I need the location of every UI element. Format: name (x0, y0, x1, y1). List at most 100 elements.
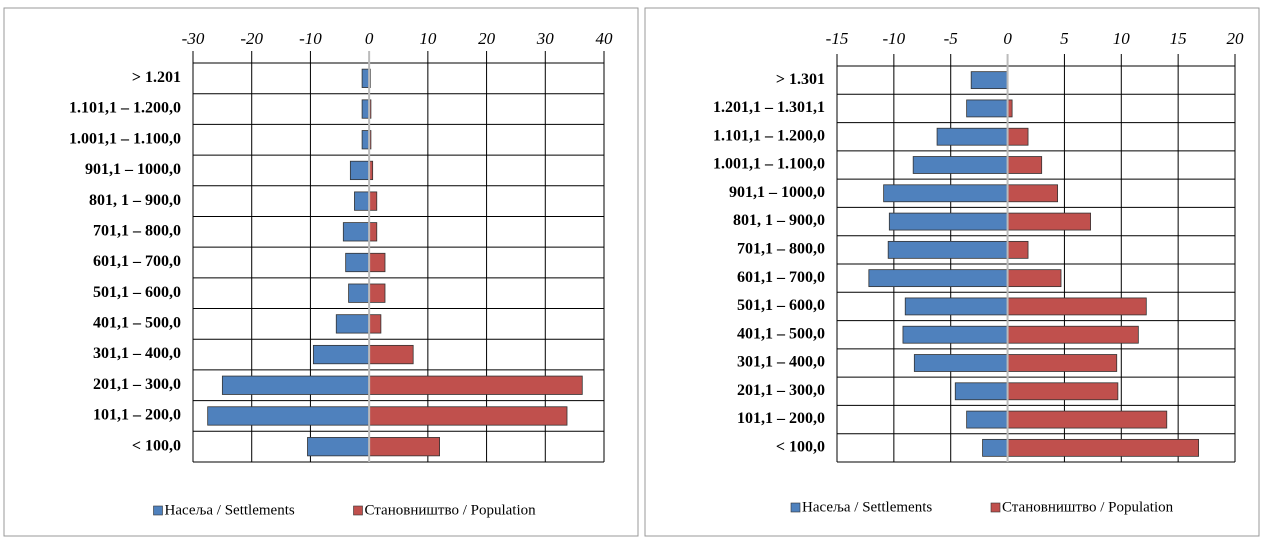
bar (902, 325, 1008, 344)
x-tick-label: 30 (536, 29, 555, 48)
bar (1007, 269, 1062, 288)
bar (368, 406, 568, 426)
category-label: 601,1 – 700,0 (737, 269, 825, 286)
category-label: 901,1 – 1000,0 (85, 161, 181, 178)
x-tick-label: 0 (365, 29, 374, 48)
bar (349, 160, 370, 181)
category-label: 1.001,1 – 1.100,0 (69, 130, 181, 147)
bar (883, 184, 1008, 203)
category-label: 501,1 – 600,0 (737, 297, 825, 314)
bar (368, 283, 386, 303)
category-label: 901,1 – 1000,0 (729, 184, 825, 201)
category-label: 201,1 – 300,0 (93, 376, 181, 393)
x-tick-label: 0 (1003, 29, 1012, 48)
category-label: 801, 1 – 900,0 (733, 212, 825, 229)
bar (868, 269, 1008, 288)
bar (335, 314, 370, 334)
legend-label: Насеља / Settlements (802, 499, 932, 515)
category-label: 101,1 – 200,0 (93, 407, 181, 424)
category-label: 1.201,1 – 1.301,1 (713, 99, 825, 116)
bar (361, 99, 370, 119)
bar (354, 191, 370, 211)
bar (1007, 127, 1029, 146)
category-label: 501,1 – 600,0 (93, 284, 181, 301)
x-tick-label: 10 (419, 29, 437, 48)
category-label: 1.001,1 – 1.100,0 (713, 156, 825, 173)
category-label: 701,1 – 800,0 (93, 222, 181, 239)
panel-frame (3, 7, 639, 537)
legend-swatch (353, 505, 363, 516)
bar (368, 222, 378, 242)
legend-swatch (153, 505, 163, 516)
category-label: 401,1 – 500,0 (737, 325, 825, 342)
bar (1007, 382, 1119, 401)
bar (1007, 297, 1147, 316)
x-tick-label: 40 (596, 29, 614, 48)
x-tick-label: 20 (1227, 29, 1245, 48)
bar (888, 212, 1008, 231)
bar (221, 375, 370, 395)
x-tick-label: -10 (883, 29, 906, 48)
x-tick-label: 20 (478, 29, 496, 48)
category-label: < 100,0 (776, 439, 825, 456)
x-tick-label: -10 (299, 29, 322, 48)
bar (966, 410, 1008, 429)
bar (361, 130, 370, 150)
bar (1007, 240, 1029, 259)
category-label: 301,1 – 400,0 (737, 354, 825, 371)
category-label: 301,1 – 400,0 (93, 345, 181, 362)
category-label: 1.101,1 – 1.200,0 (713, 127, 825, 144)
bar (966, 99, 1008, 118)
category-label: 1.101,1 – 1.200,0 (69, 100, 181, 117)
bar (361, 68, 370, 88)
bar (368, 191, 378, 211)
bar (904, 297, 1008, 316)
category-label: 401,1 – 500,0 (93, 315, 181, 332)
x-tick-label: 15 (1170, 29, 1187, 48)
category-label: 101,1 – 200,0 (737, 410, 825, 427)
legend-swatch (790, 502, 801, 513)
bar (342, 222, 370, 242)
bar (982, 438, 1008, 457)
category-label: < 100,0 (132, 437, 181, 454)
bar (1007, 184, 1059, 203)
bar (368, 252, 386, 273)
legend-swatch (990, 502, 1001, 513)
bar (1007, 212, 1091, 231)
category-label: 701,1 – 800,0 (737, 241, 825, 258)
bar (970, 71, 1008, 90)
bar (348, 283, 370, 303)
bar (368, 314, 382, 334)
bar (1007, 156, 1043, 174)
category-label: > 1.301 (776, 71, 825, 88)
category-label: 801, 1 – 900,0 (89, 192, 181, 209)
x-tick-label: 5 (1060, 29, 1069, 48)
bar (913, 354, 1008, 372)
legend-label: Становништво / Population (1002, 499, 1174, 515)
bar (207, 406, 370, 426)
legend-label: Насеља / Settlements (165, 502, 295, 518)
bar (887, 240, 1008, 259)
legend-label: Становништво / Population (365, 502, 537, 518)
category-label: 601,1 – 700,0 (93, 253, 181, 270)
bar (312, 344, 370, 365)
bar (912, 156, 1008, 174)
category-label: 201,1 – 300,0 (737, 382, 825, 399)
bar (307, 437, 370, 457)
bar (1007, 354, 1118, 372)
bar (954, 382, 1008, 401)
bar (368, 437, 440, 457)
bar (345, 252, 370, 273)
x-tick-label: -20 (240, 29, 263, 48)
bar (368, 344, 414, 365)
bar (1007, 410, 1168, 429)
x-tick-label: 10 (1113, 29, 1131, 48)
bar (936, 127, 1008, 146)
bar (1007, 325, 1139, 344)
bar (368, 375, 583, 395)
x-tick-label: -5 (944, 29, 958, 48)
bar (1007, 438, 1200, 457)
x-tick-label: -30 (182, 29, 205, 48)
